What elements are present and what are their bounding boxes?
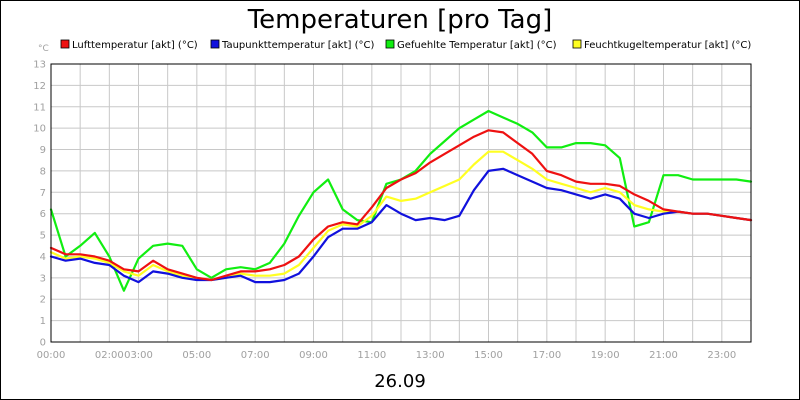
y-axis-unit: °C <box>38 44 49 54</box>
x-tick-label: 09:00 <box>299 350 328 361</box>
date-label: 26.09 <box>374 371 426 392</box>
x-tick-label: 03:00 <box>124 350 153 361</box>
x-tick-label: 23:00 <box>707 350 736 361</box>
legend-swatch-1 <box>60 39 70 49</box>
x-tick-label: 02:00 <box>95 350 124 361</box>
x-tick-label: 13:00 <box>416 350 445 361</box>
x-axis: 00:00 02:00 03:00 05:00 07:00 09:00 11:00 13:00… <box>37 350 737 361</box>
x-tick-label: 07:00 <box>241 350 270 361</box>
x-tick-label: 19:00 <box>591 350 620 361</box>
y-tick-label: 0 <box>40 338 46 349</box>
y-tick-label: 10 <box>33 124 46 135</box>
y-tick-label: 4 <box>40 252 46 263</box>
plot-border <box>50 63 752 343</box>
series-line-2 <box>49 167 753 284</box>
legend-label-3: Gefuehlte Temperatur [akt] (°C) <box>397 40 557 51</box>
x-tick-label: 05:00 <box>182 350 211 361</box>
y-tick-label: 12 <box>33 81 46 92</box>
x-tick-label: 21:00 <box>649 350 678 361</box>
legend-label-1: Lufttemperatur [akt] (°C) <box>72 40 198 51</box>
x-tick-label: 11:00 <box>357 350 386 361</box>
x-tick-label: 15:00 <box>474 350 503 361</box>
y-tick-label: 1 <box>40 316 46 327</box>
series-line-1 <box>49 129 753 282</box>
x-tick-label: 00:00 <box>37 350 66 361</box>
legend-swatch-2 <box>210 39 220 49</box>
legend: Lufttemperatur [akt] (°C) Taupunkttempera… <box>60 39 751 51</box>
legend-label-4: Feuchtkugeltemperatur [akt] (°C) <box>584 40 751 51</box>
series-line-4 <box>49 150 753 282</box>
y-tick-label: 9 <box>40 145 46 156</box>
x-tick-label: 17:00 <box>532 350 561 361</box>
y-tick-label: 3 <box>40 273 46 284</box>
legend-swatch-4 <box>572 39 582 49</box>
y-tick-label: 13 <box>33 60 46 71</box>
grid <box>51 63 751 343</box>
series-group <box>49 109 753 292</box>
y-tick-label: 6 <box>40 209 46 220</box>
y-tick-label: 11 <box>33 102 46 113</box>
chart-title: Temperaturen [pro Tag] <box>247 5 553 35</box>
y-tick-label: 7 <box>40 188 46 199</box>
y-tick-label: 5 <box>40 231 46 242</box>
y-tick-label: 2 <box>40 295 46 306</box>
legend-swatch-3 <box>385 39 395 49</box>
legend-label-2: Taupunkttemperatur [akt] (°C) <box>221 40 374 51</box>
y-tick-label: 8 <box>40 166 46 177</box>
